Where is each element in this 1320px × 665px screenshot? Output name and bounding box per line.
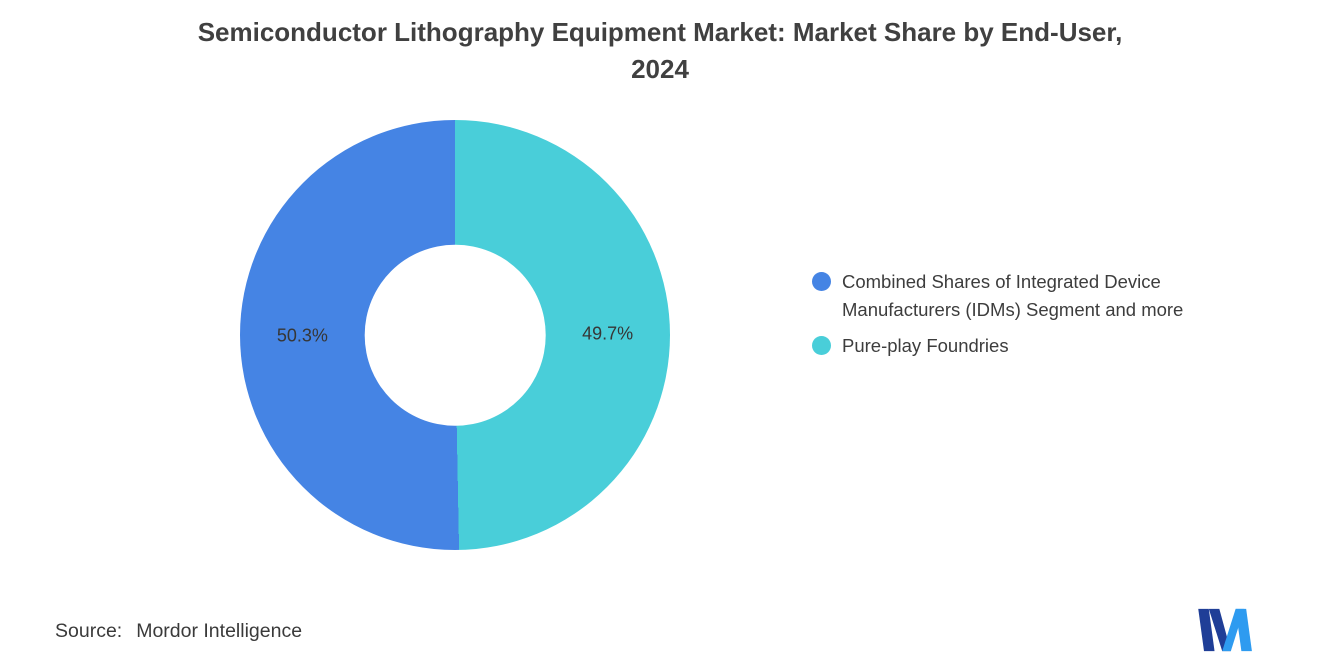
- chart-title-line-1: Semiconductor Lithography Equipment Mark…: [197, 17, 1123, 47]
- legend: Combined Shares of Integrated Device Man…: [812, 268, 1262, 360]
- legend-label-pure-play-foundries: Pure-play Foundries: [842, 335, 1009, 356]
- slice-label: 49.7%: [582, 323, 634, 344]
- source-note: Source: Mordor Intelligence: [55, 620, 302, 643]
- donut-hole: [364, 244, 546, 426]
- legend-marker-idms: [812, 272, 831, 291]
- chart-title: Semiconductor Lithography Equipment Mark…: [0, 14, 1320, 88]
- source-value: Mordor Intelligence: [136, 620, 303, 642]
- logo-shape: [1208, 608, 1231, 652]
- legend-item-pure-play-foundries: Pure-play Foundries: [812, 332, 1262, 360]
- source-label: Source:: [55, 620, 123, 642]
- logo-shape: [1235, 608, 1252, 652]
- legend-item-idms: Combined Shares of Integrated Device Man…: [812, 268, 1262, 324]
- donut-chart: 49.7% 50.3%: [240, 120, 670, 550]
- chart-title-line-2: 2024: [631, 54, 689, 84]
- mordor-intelligence-logo: [1198, 608, 1252, 652]
- legend-marker-pure-play-foundries: [812, 336, 831, 355]
- logo-shape: [1198, 608, 1215, 652]
- slice-label: 50.3%: [276, 325, 328, 346]
- legend-label-idms: Combined Shares of Integrated Device Man…: [842, 271, 1184, 320]
